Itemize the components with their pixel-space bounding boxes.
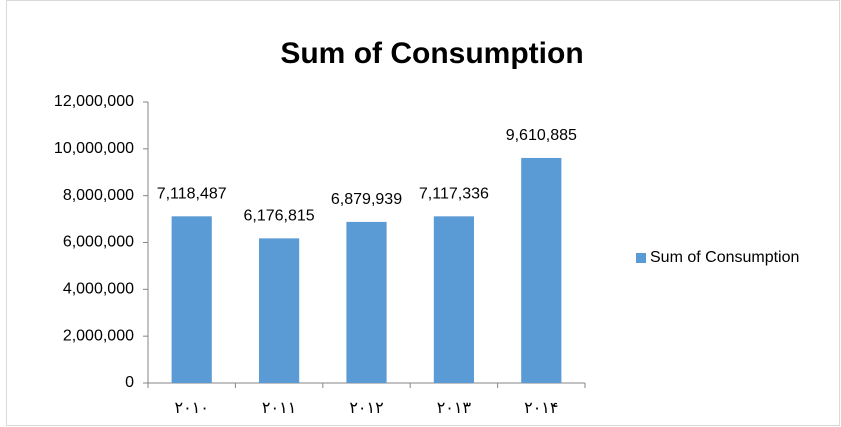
bar — [258, 238, 300, 383]
value-label: 7,118,487 — [157, 186, 227, 203]
value-label: 7,117,336 — [419, 186, 489, 203]
y-tick-label: 0 — [125, 374, 134, 391]
y-tick-label: 2,000,000 — [63, 327, 134, 344]
x-tick-label: ۲۰۱۴ — [524, 400, 558, 417]
y-tick-label: 4,000,000 — [63, 281, 134, 298]
bar — [171, 216, 212, 383]
bar — [433, 216, 475, 383]
chart-border — [6, 0, 840, 426]
x-tick-label: ۲۰۱۲ — [349, 400, 383, 417]
value-label: 6,176,815 — [244, 208, 315, 225]
legend-swatch — [636, 253, 646, 263]
y-tick-label: 12,000,000 — [54, 93, 134, 110]
legend-label: Sum of Consumption — [650, 249, 799, 266]
x-tick-label: ۲۰۱۳ — [437, 400, 472, 417]
y-tick-label: 6,000,000 — [63, 234, 134, 251]
x-tick-label: ۲۰۱۰ — [175, 400, 209, 417]
chart-title: Sum of Consumption — [280, 37, 583, 70]
value-label: 9,610,885 — [506, 127, 577, 144]
y-tick-label: 10,000,000 — [54, 140, 134, 157]
bar — [346, 221, 387, 383]
value-label: 6,879,939 — [331, 191, 402, 208]
bar — [521, 157, 562, 383]
y-tick-label: 8,000,000 — [63, 187, 134, 204]
x-tick-label: ۲۰۱۱ — [262, 400, 296, 417]
